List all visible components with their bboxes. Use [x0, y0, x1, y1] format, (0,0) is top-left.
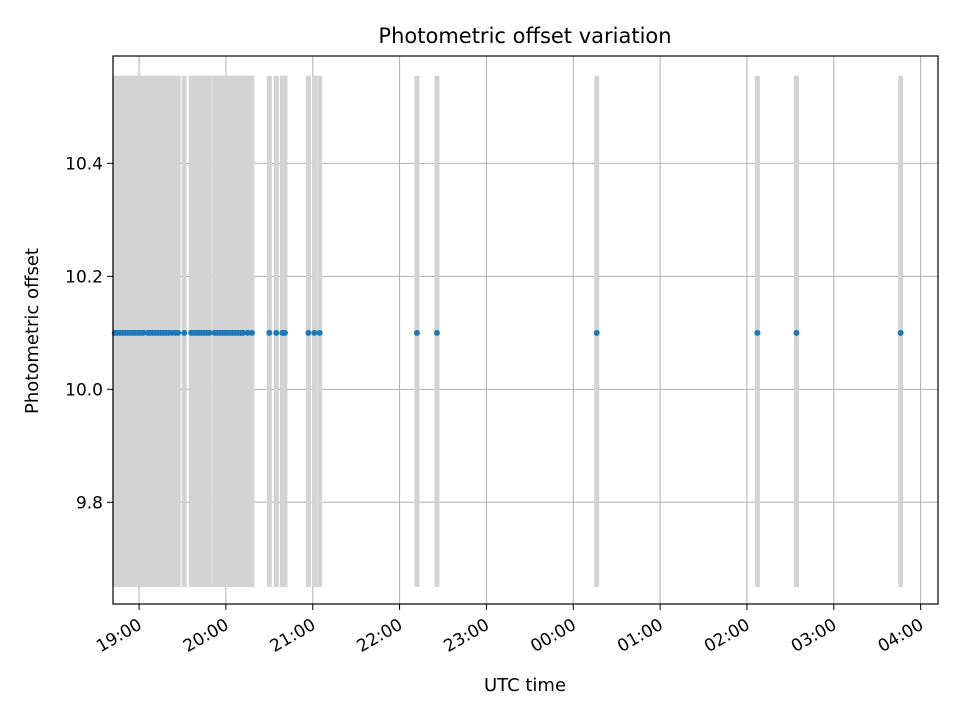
data-point — [311, 329, 318, 336]
chart-title: Photometric offset variation — [378, 24, 671, 48]
data-point — [175, 329, 182, 336]
y-axis: 9.8 10.0 10.2 10.4 — [65, 154, 113, 513]
data-points — [111, 329, 904, 336]
data-point — [181, 329, 188, 336]
data-point — [140, 329, 147, 336]
data-point — [266, 329, 273, 336]
data-point — [413, 329, 420, 336]
data-point — [248, 329, 255, 336]
y-tick-label: 10.0 — [65, 380, 103, 400]
x-axis-label: UTC time — [484, 675, 566, 696]
data-point — [305, 329, 312, 336]
data-point — [316, 329, 323, 336]
y-tick-label: 10.2 — [65, 267, 103, 287]
data-point — [273, 329, 280, 336]
y-tick-label: 10.4 — [65, 154, 103, 174]
data-point — [433, 329, 440, 336]
data-point — [281, 329, 288, 336]
data-point — [754, 329, 761, 336]
plot-frame — [112, 55, 939, 605]
data-point — [206, 329, 213, 336]
data-point — [593, 329, 600, 336]
y-axis-label: Photometric offset — [22, 248, 43, 414]
data-point — [793, 329, 800, 336]
y-tick-label: 9.8 — [76, 493, 103, 513]
data-point — [244, 329, 251, 336]
data-point — [897, 329, 904, 336]
data-point — [240, 329, 247, 336]
